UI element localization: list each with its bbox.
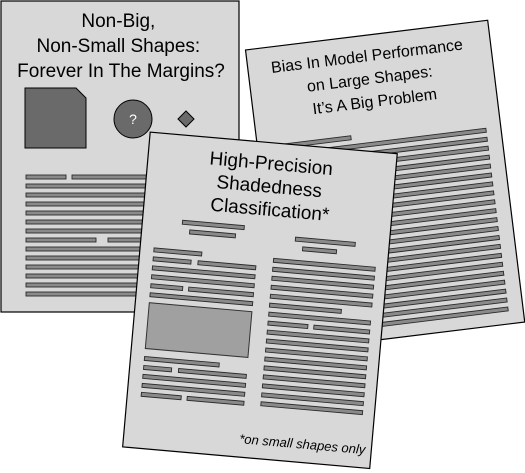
left-title-line-3: Forever In The Margins? [17,61,225,82]
text-line-bar [264,356,368,371]
front-paper: High-Precision Shadedness Classification… [121,131,398,470]
text-line-bar [25,210,151,216]
text-line-bar [188,229,237,239]
text-line-bar [268,302,342,314]
text-line-bar [25,237,97,243]
text-line-bar [143,355,220,368]
text-line-bar [271,275,375,290]
text-line-bar [150,283,184,291]
text-line-bar [25,273,151,279]
text-line-bar [266,329,370,344]
text-line-bar [269,293,373,308]
question-circle-icon: ? [113,99,153,139]
text-line-bar [197,260,257,271]
text-line-bar [140,391,182,401]
text-line-bar [177,367,247,379]
text-line-bar [150,274,255,289]
text-line-bar [294,236,356,247]
text-line-bar [261,383,365,398]
figure-placeholder [144,302,253,359]
text-line-bar [25,174,67,180]
text-line-bar [25,192,151,198]
text-line-bar [142,373,247,388]
question-mark-text: ? [129,111,137,127]
text-line-bar [151,265,256,280]
text-line-bar [25,264,151,270]
text-line-bar [186,395,245,406]
front-paper-left-column [149,247,257,307]
text-line-bar [267,320,309,330]
text-line-bar [25,246,151,252]
text-line-bar [153,247,203,257]
text-line-bar [187,286,255,298]
text-line-bar [71,174,148,180]
text-line-bar [25,282,151,288]
text-line-bar [25,228,151,234]
text-line-bar [25,291,151,297]
text-line-bar [181,219,245,231]
text-line-bar [152,256,192,265]
text-line-bar [262,374,366,389]
text-line-bar [149,292,254,307]
text-line-bar [263,365,367,380]
front-paper-title: High-Precision Shadedness Classification… [205,148,339,226]
left-title-line-2: Non-Small Shapes: [37,36,201,57]
text-line-bar [141,382,246,397]
diamond-icon [177,110,195,128]
text-line-bar [261,392,364,407]
front-paper-left-column-lower [140,355,247,406]
text-line-bar [301,246,338,255]
text-line-bar [25,255,151,261]
front-paper-right-column [260,257,376,416]
text-line-bar [264,347,368,362]
text-line-bar [313,324,371,335]
left-title-line-1: Non-Big, [81,11,155,32]
text-line-bar [265,338,369,353]
text-line-bar [25,201,151,207]
text-line-bar [272,266,375,281]
pentagon-shape-icon [24,87,87,149]
text-line-bar [268,311,372,326]
text-line-bar [25,183,151,189]
text-line-bar [25,219,151,225]
text-line-bar [142,364,173,373]
text-line-bar [260,401,364,416]
left-paper-title: Non-Big, Non-Small Shapes: Forever In Th… [17,11,225,82]
text-line-bar [270,284,374,299]
front-paper-authors [181,219,356,255]
text-line-bar [272,257,376,272]
